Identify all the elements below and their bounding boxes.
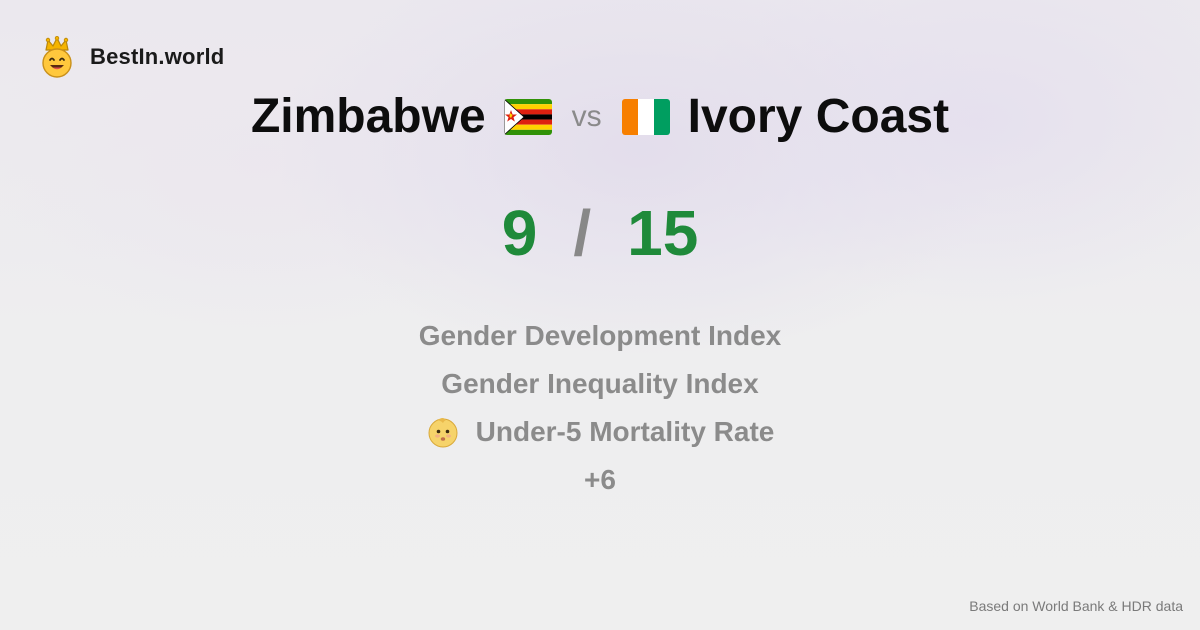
score-row: 9 / 15 bbox=[0, 195, 1200, 271]
brand-logo[interactable]: BestIn.world bbox=[38, 36, 224, 78]
metric-label: Gender Development Index bbox=[418, 320, 782, 351]
more-metrics-count: +6 bbox=[584, 464, 616, 495]
crowned-smiley-icon bbox=[42, 36, 72, 78]
score-b: 15 bbox=[627, 197, 699, 269]
zimbabwe-flag-icon bbox=[503, 99, 552, 135]
metrics-list: Gender Development Index Gender Inequali… bbox=[0, 312, 1200, 504]
metric-label: Gender Inequality Index bbox=[441, 368, 759, 399]
metric-label: Under-5 Mortality Rate bbox=[475, 416, 775, 447]
baby-face-icon bbox=[428, 418, 458, 448]
metric-item: Gender Inequality Index bbox=[441, 360, 758, 408]
metric-item: Gender Development Index bbox=[419, 312, 782, 360]
comparison-title: Zimbabwe vs Ivory Coast bbox=[0, 86, 1200, 148]
score-a: 9 bbox=[501, 197, 538, 269]
metric-item: Under-5 Mortality Rate bbox=[426, 408, 775, 456]
country-b-name: Ivory Coast bbox=[687, 90, 950, 143]
vs-label: vs bbox=[571, 100, 602, 133]
ivory-coast-flag-icon bbox=[621, 99, 670, 135]
brand-name: BestIn.world bbox=[90, 44, 225, 69]
score-separator: / bbox=[573, 197, 592, 269]
data-source-footer: Based on World Bank & HDR data bbox=[969, 598, 1183, 614]
country-a-name: Zimbabwe bbox=[250, 90, 486, 143]
